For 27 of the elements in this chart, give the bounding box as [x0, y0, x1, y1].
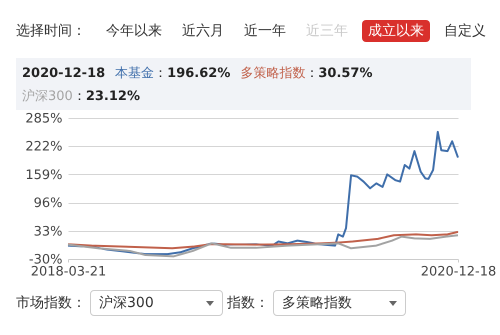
- y-tick-label: 285%: [25, 112, 62, 126]
- line-series: [67, 230, 459, 250]
- y-tick-label: -30%: [28, 252, 62, 268]
- text: 今年以来: [105, 22, 163, 41]
- dropdown-field: 多策略指数: [273, 290, 406, 316]
- text: 自定义: [443, 22, 487, 41]
- text: ：30.57%: [305, 66, 373, 81]
- text: 沪深300: [22, 89, 73, 104]
- text: 近六月: [181, 22, 225, 41]
- y-tick-label: 159%: [25, 168, 62, 183]
- text: 多策略指数: [240, 66, 306, 81]
- y-tick-label: 96%: [34, 196, 62, 212]
- text: 市场指数：: [16, 294, 86, 312]
- text: 近一年: [243, 22, 287, 41]
- text: 选择时间：: [16, 22, 87, 41]
- text: 成立以来: [362, 20, 430, 42]
- y-tick-label: 33%: [34, 224, 62, 240]
- text: 指数：: [227, 294, 269, 312]
- dropdown-field: 沪深300: [90, 290, 223, 316]
- text: 2020-12-18: [22, 66, 106, 81]
- x-tick-label: 2018-03-21: [30, 264, 106, 280]
- text: 本基金: [115, 66, 154, 81]
- text: ：196.62%: [154, 66, 230, 81]
- y-tick-label: 222%: [25, 140, 62, 155]
- line-series: [67, 130, 459, 256]
- line-series: [67, 234, 459, 258]
- text: ：23.12%: [72, 89, 140, 104]
